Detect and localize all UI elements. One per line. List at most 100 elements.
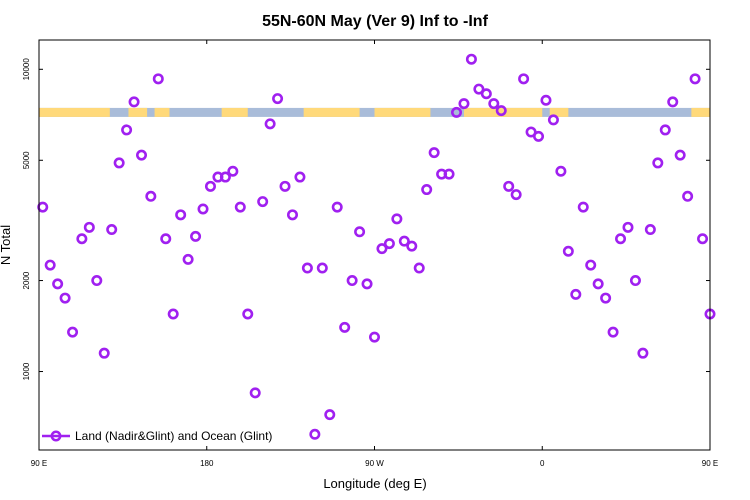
y-tick-label: 5000 <box>22 151 31 169</box>
data-point <box>674 149 686 161</box>
legend-marker <box>50 430 62 442</box>
land-segment <box>154 107 170 117</box>
legend: Land (Nadir&Glint) and Ocean (Glint) <box>42 429 272 443</box>
data-point <box>547 114 559 126</box>
data-point <box>585 259 597 271</box>
data-point <box>443 168 455 180</box>
data-point <box>428 147 440 159</box>
data-point <box>697 233 709 245</box>
x-tick-label: 180 <box>200 459 214 468</box>
x-tick-label: 90 E <box>702 459 718 468</box>
data-point <box>286 209 298 221</box>
y-tick-label: 1000 <box>22 362 31 380</box>
land-segment <box>463 107 543 117</box>
data-point <box>145 190 157 202</box>
y-axis-label: N Total <box>0 225 13 265</box>
data-point <box>555 165 567 177</box>
data-point <box>629 275 641 287</box>
data-point <box>391 213 403 225</box>
data-point <box>398 235 410 247</box>
x-tick-label: 90 E <box>31 459 47 468</box>
data-point <box>324 409 336 421</box>
data-point <box>458 98 470 110</box>
data-point <box>354 226 366 238</box>
data-point <box>540 94 552 106</box>
data-point <box>465 53 477 65</box>
data-point <box>689 73 701 85</box>
data-point <box>197 203 209 215</box>
data-point <box>242 308 254 320</box>
land-ocean-band <box>39 107 710 117</box>
data-point <box>495 105 507 117</box>
data-point <box>480 88 492 100</box>
data-point <box>503 180 515 192</box>
data-point <box>227 165 239 177</box>
land-segment <box>39 107 110 117</box>
data-point <box>339 321 351 333</box>
data-point <box>637 347 649 359</box>
data-point <box>510 189 522 201</box>
data-point <box>91 275 103 287</box>
data-point <box>615 233 627 245</box>
data-point <box>577 201 589 213</box>
data-point <box>257 196 269 208</box>
data-point <box>160 233 172 245</box>
data-point <box>473 83 485 95</box>
data-point <box>361 278 373 290</box>
land-segment <box>691 107 710 117</box>
data-points <box>37 53 716 440</box>
data-point <box>264 118 276 130</box>
data-point <box>570 288 582 300</box>
data-point <box>113 157 125 169</box>
plot-frame <box>38 39 711 451</box>
data-point <box>167 308 179 320</box>
data-point <box>67 326 79 338</box>
data-point <box>667 96 679 108</box>
data-point <box>622 221 634 233</box>
data-point <box>136 149 148 161</box>
data-point <box>234 201 246 213</box>
data-point <box>76 233 88 245</box>
data-point <box>331 201 343 213</box>
y-tick-label: 10000 <box>22 58 31 81</box>
data-point <box>128 96 140 108</box>
data-point <box>294 171 306 183</box>
land-segment <box>374 107 431 117</box>
axis-ticks: 90 E 180 90 W 0 90 E 1000 2000 5000 10000 <box>22 40 718 468</box>
data-point <box>279 180 291 192</box>
land-segment <box>221 107 248 117</box>
data-point <box>488 98 500 110</box>
data-point <box>659 124 671 136</box>
land-segment <box>549 107 569 117</box>
data-point <box>518 73 530 85</box>
data-point <box>600 292 612 304</box>
data-point <box>301 262 313 274</box>
data-point <box>204 180 216 192</box>
x-axis-label: Longitude (deg E) <box>323 476 426 491</box>
data-point <box>383 238 395 250</box>
land-segment <box>128 107 148 117</box>
data-point <box>309 428 321 440</box>
chart-title: 55N-60N May (Ver 9) Inf to -Inf <box>262 13 488 30</box>
data-point <box>592 278 604 290</box>
data-point <box>644 224 656 236</box>
data-point <box>316 262 328 274</box>
data-point <box>152 73 164 85</box>
data-point <box>98 347 110 359</box>
legend-label: Land (Nadir&Glint) and Ocean (Glint) <box>75 429 272 443</box>
data-point <box>121 124 133 136</box>
data-point <box>249 387 261 399</box>
data-point <box>272 93 284 105</box>
data-point <box>533 130 545 142</box>
data-point <box>219 171 231 183</box>
data-point <box>368 331 380 343</box>
data-point <box>346 275 358 287</box>
data-point <box>106 224 118 236</box>
data-point <box>182 253 194 265</box>
data-point <box>376 243 388 255</box>
data-point <box>451 106 463 118</box>
data-point <box>190 230 202 242</box>
data-point <box>421 184 433 196</box>
data-point <box>562 245 574 257</box>
data-point <box>37 201 49 213</box>
